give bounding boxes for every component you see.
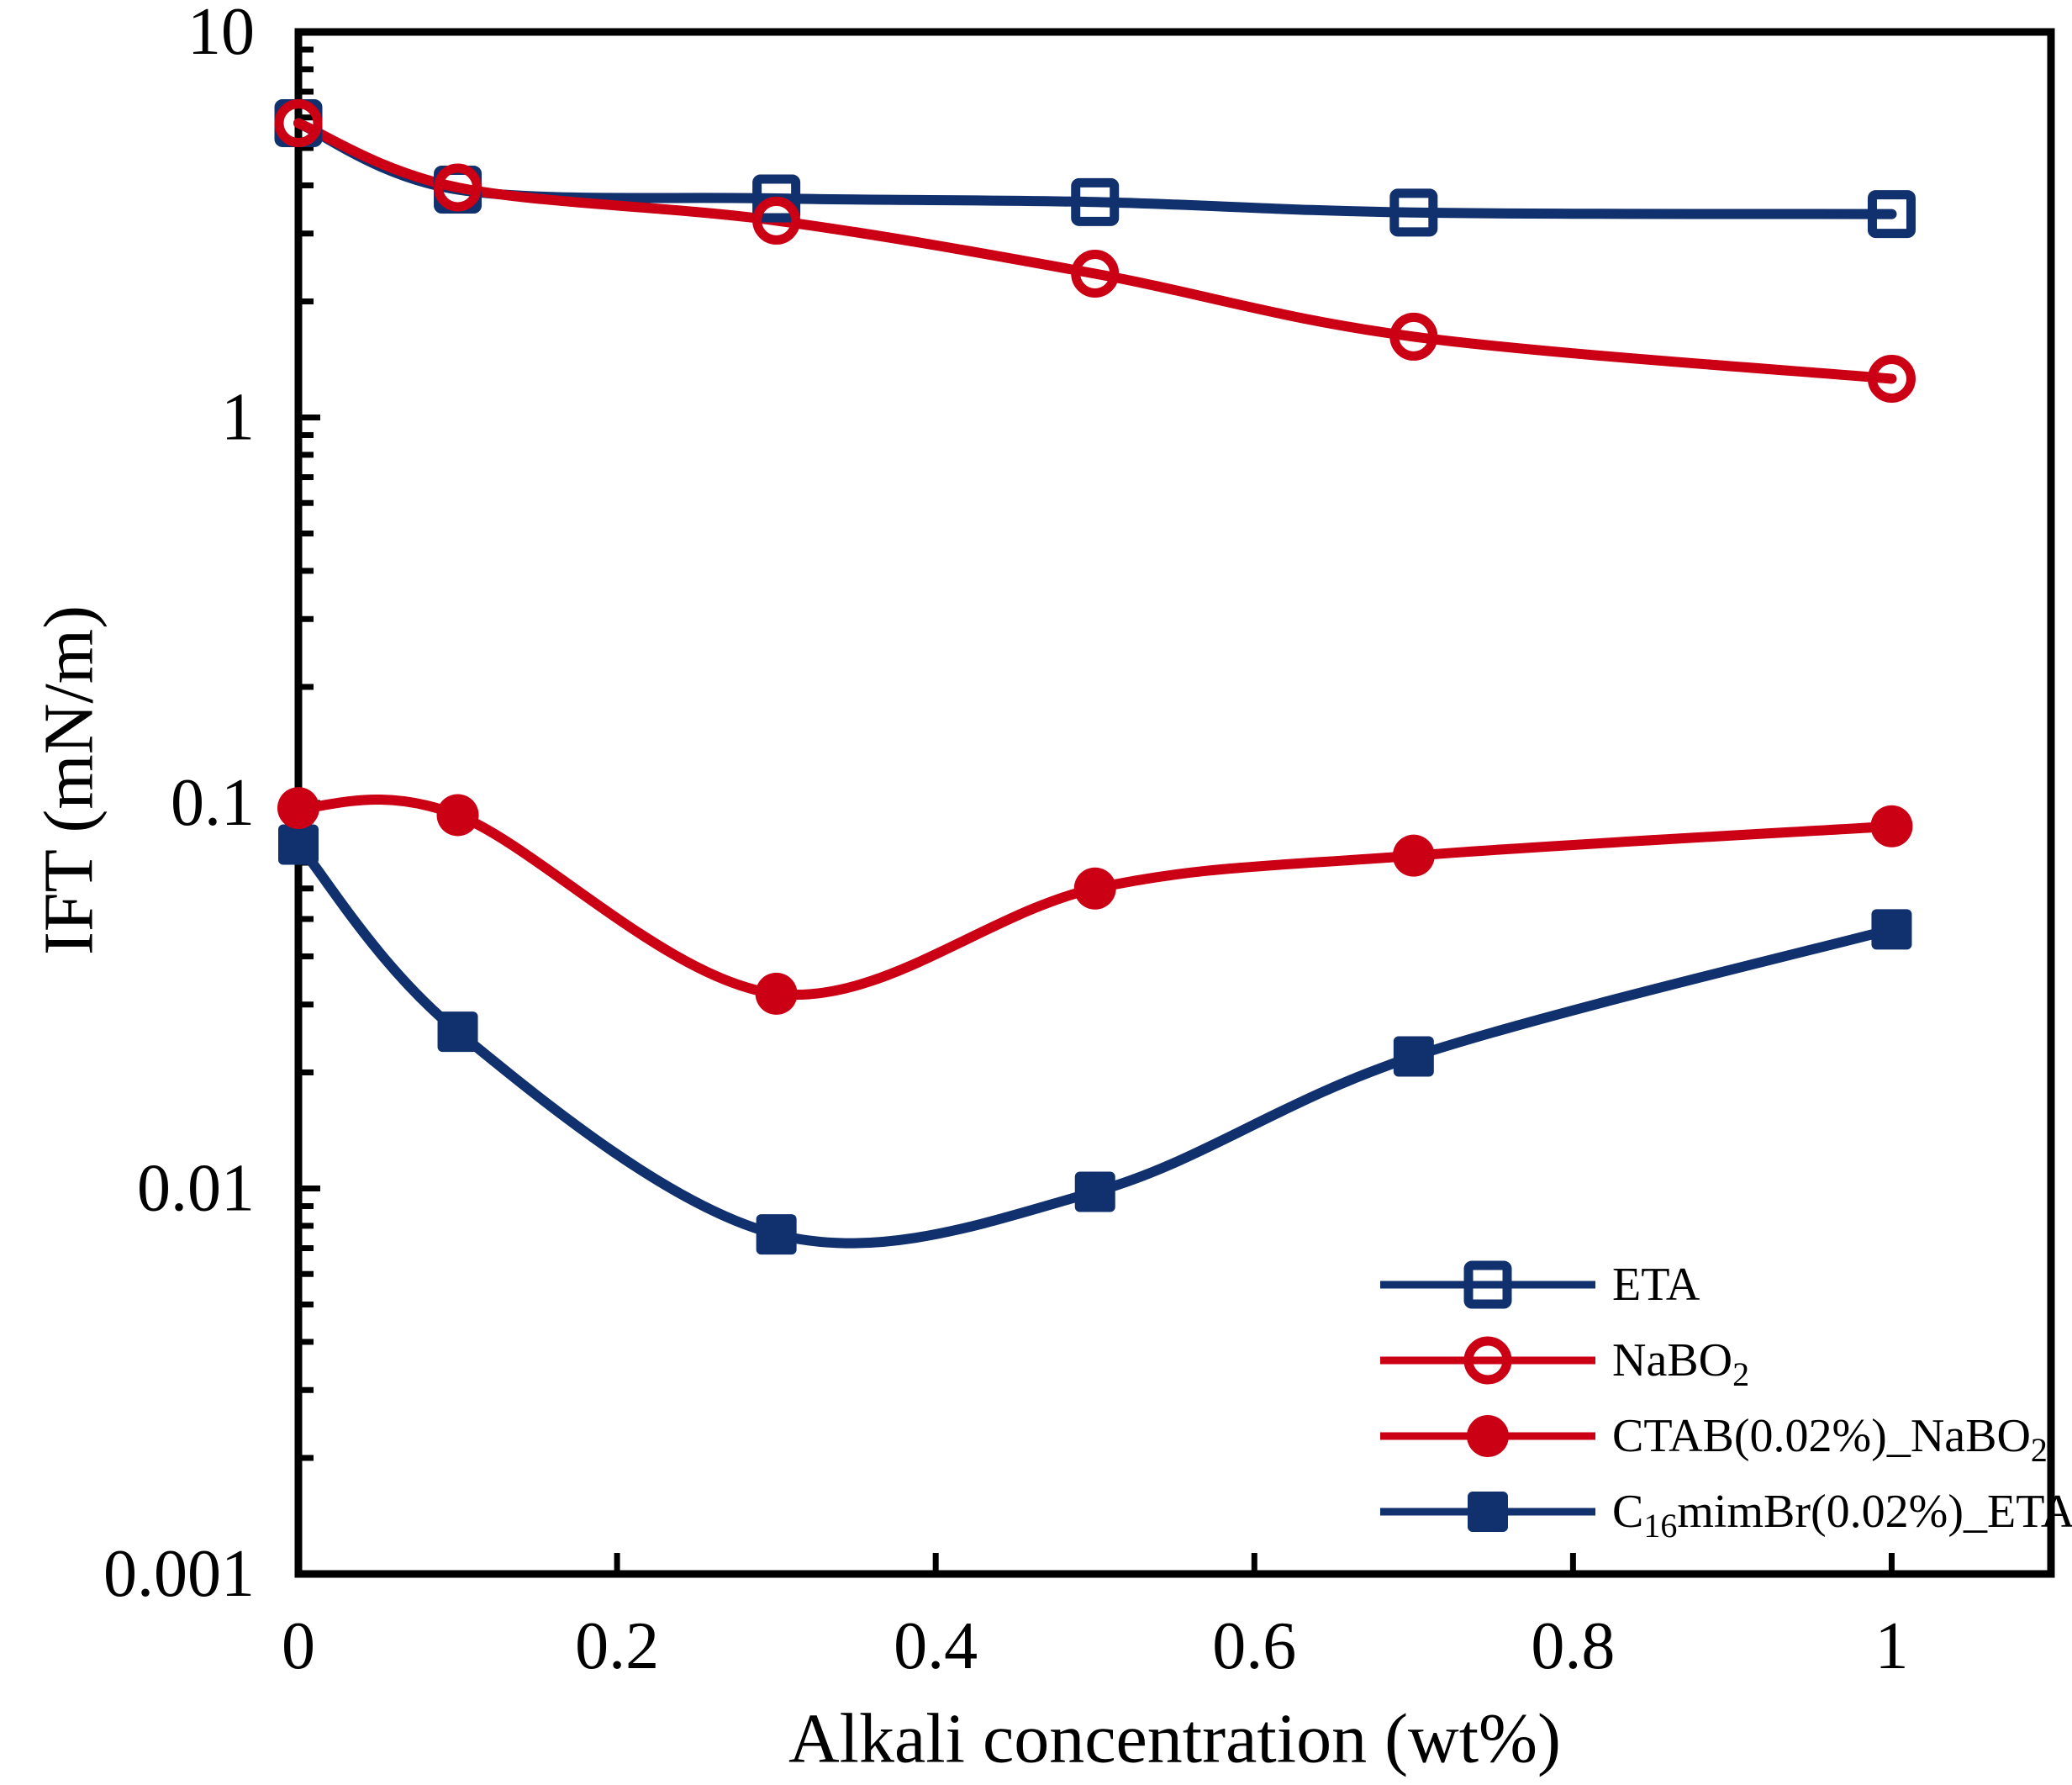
y-tick-label: 0.01 (137, 1152, 255, 1226)
legend-label-CTAB(0.02%)_NaBO2: CTAB(0.02%)_NaBO2 (1612, 1410, 2048, 1469)
x-axis-title: Alkali concentration (wt%) (788, 1700, 1561, 1778)
y-tick-label: 1 (221, 381, 255, 455)
y-tick-label: 0.001 (103, 1537, 255, 1611)
y-axis-title: IFT (mN/m) (30, 605, 108, 955)
legend-entry-C16mimBr(0.02%)_ETA: C16mimBr(0.02%)_ETA (1380, 1486, 2072, 1545)
legend-marker-ETA (1463, 1260, 1512, 1309)
legend-label-NaBO2: NaBO2 (1612, 1334, 1749, 1393)
marker-CTAB(0.02%)_NaBO2-point-1 (436, 794, 479, 837)
marker-C16mimBr(0.02%)_ETA-point-4 (1393, 1036, 1434, 1077)
x-axis-ticks (614, 1553, 1895, 1571)
marker-NaBO2-point-2 (752, 196, 801, 245)
plot-frame (294, 28, 2055, 1578)
marker-ETA-point-3 (1071, 177, 1120, 226)
legend-label-ETA: ETA (1612, 1259, 1700, 1311)
marker-C16mimBr(0.02%)_ETA-point-1 (437, 1011, 478, 1053)
marker-CTAB(0.02%)_NaBO2-point-3 (1073, 867, 1116, 910)
legend-entry-CTAB(0.02%)_NaBO2: CTAB(0.02%)_NaBO2 (1380, 1410, 2048, 1469)
y-axis-ticks (302, 46, 320, 1461)
series-markers (274, 98, 1916, 1255)
y-tick-label: 0.1 (171, 766, 255, 840)
x-tick-label: 0.4 (894, 1609, 978, 1683)
x-tick-label: 0.8 (1531, 1609, 1615, 1683)
marker-NaBO2-point-3 (1071, 250, 1120, 298)
marker-NaBO2-point-5 (1867, 354, 1916, 403)
legend-entry-NaBO2: NaBO2 (1380, 1334, 1749, 1393)
marker-CTAB(0.02%)_NaBO2-point-5 (1870, 805, 1913, 848)
marker-CTAB(0.02%)_NaBO2-point-4 (1392, 834, 1435, 877)
marker-NaBO2-point-0 (274, 98, 323, 147)
x-tick-label: 0.6 (1212, 1609, 1296, 1683)
x-tick-labels: 0 0.2 0.4 0.6 0.8 1 (282, 1609, 1908, 1683)
legend-marker-CTAB(0.02%)_NaBO2 (1467, 1415, 1509, 1457)
marker-NaBO2-point-1 (434, 163, 482, 212)
marker-ETA-point-4 (1389, 188, 1438, 237)
legend-entry-ETA: ETA (1380, 1259, 1700, 1311)
x-tick-label: 0.2 (575, 1609, 659, 1683)
marker-NaBO2-point-4 (1389, 312, 1438, 361)
marker-C16mimBr(0.02%)_ETA-point-0 (278, 824, 319, 865)
x-tick-label: 0 (282, 1609, 315, 1683)
x-tick-label: 1 (1874, 1609, 1908, 1683)
legend: ETA NaBO2 CTAB(0.02%)_NaBO2 C16mimBr(0.02%)… (1380, 1259, 2072, 1545)
y-tick-labels: 10 1 0.1 0.01 0.001 (103, 0, 255, 1611)
legend-label-C16mimBr(0.02%)_ETA: C16mimBr(0.02%)_ETA (1612, 1486, 2072, 1545)
marker-C16mimBr(0.02%)_ETA-point-3 (1074, 1171, 1115, 1212)
y-tick-label: 10 (187, 0, 255, 69)
marker-CTAB(0.02%)_NaBO2-point-2 (755, 972, 798, 1015)
series-line-NaBO2 (293, 118, 1897, 384)
legend-marker-C16mimBr(0.02%)_ETA (1468, 1492, 1508, 1532)
marker-ETA-point-2 (752, 174, 801, 223)
marker-CTAB(0.02%)_NaBO2-point-0 (277, 787, 319, 830)
legend-marker-NaBO2 (1463, 1336, 1512, 1385)
marker-C16mimBr(0.02%)_ETA-point-5 (1871, 909, 1912, 950)
marker-C16mimBr(0.02%)_ETA-point-2 (756, 1214, 797, 1255)
marker-ETA-point-5 (1867, 190, 1916, 239)
